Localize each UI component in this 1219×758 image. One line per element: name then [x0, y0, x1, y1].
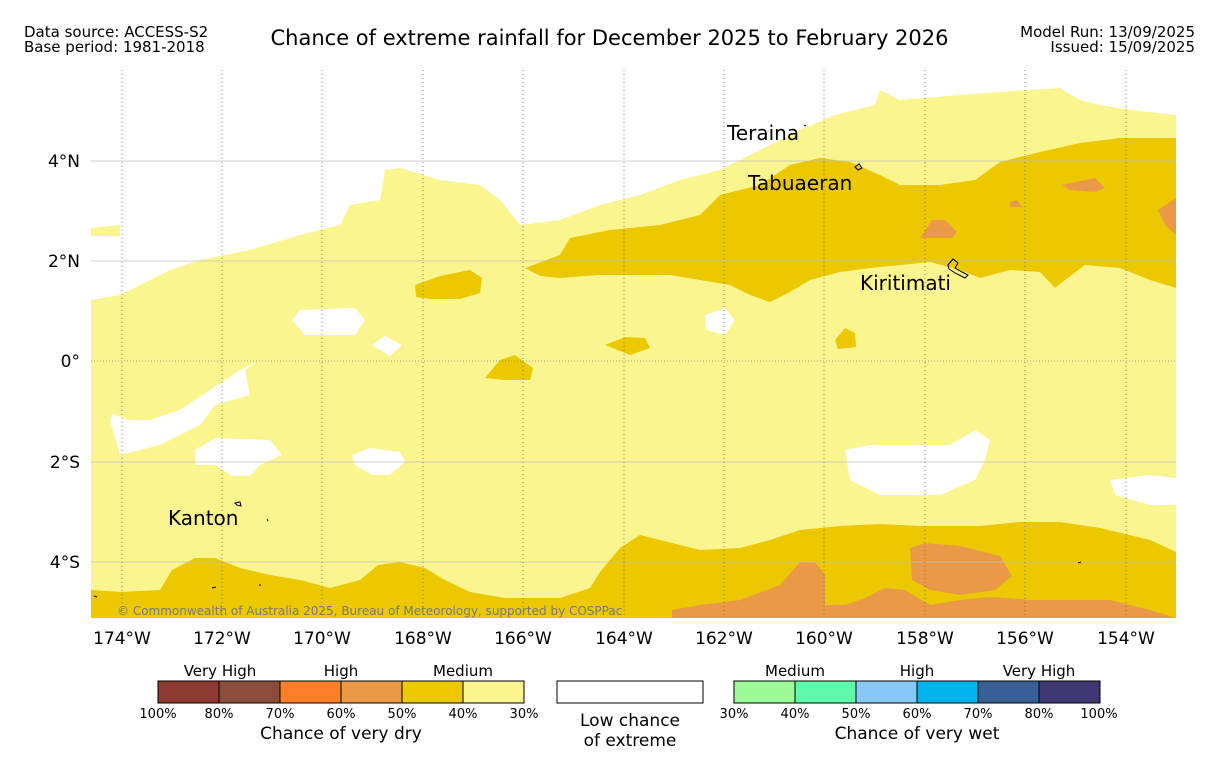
legend-low-line2: of extreme — [583, 731, 677, 751]
legend-wet-tick: 70% — [963, 707, 993, 722]
legend-dry-heading: Medium — [433, 662, 493, 680]
lon-label: 156°W — [996, 629, 1054, 649]
data-source-text: Data source: ACCESS-S2 — [24, 23, 209, 41]
legend-wet-heading: Very High — [1002, 662, 1076, 680]
legend-dry-tick: 60% — [326, 707, 356, 722]
legend-low-line1: Low chance — [580, 711, 680, 731]
lat-label: 2°S — [50, 453, 80, 473]
legend-wet-heading: Medium — [765, 662, 825, 680]
issued-text: Issued: 15/09/2025 — [1050, 38, 1195, 56]
legend-swatch — [733, 680, 796, 704]
legend-swatch — [157, 680, 220, 704]
lon-label: 158°W — [896, 629, 954, 649]
place-label-kiritimati: Kiritimati — [860, 271, 951, 295]
lat-label: 4°S — [50, 553, 80, 573]
lat-label: 4°N — [48, 152, 80, 172]
legend-swatch — [916, 680, 979, 704]
lon-label: 170°W — [293, 629, 351, 649]
meridian-lines — [121, 70, 1127, 618]
legend-swatch — [401, 680, 464, 704]
legend-swatch — [855, 680, 918, 704]
legend-wet-tick: 50% — [841, 707, 871, 722]
legend-dry-heading: Very High — [183, 662, 257, 680]
lon-label: 172°W — [193, 629, 251, 649]
model-run-text: Model Run: 13/09/2025 — [1020, 23, 1195, 41]
legend-wet-tick: 100% — [1080, 707, 1118, 722]
legend-dry-heading: High — [323, 662, 359, 680]
lat-label: 2°N — [48, 252, 80, 272]
legend-dry-colorbar — [157, 680, 525, 704]
legend-dry-tick: 70% — [265, 707, 295, 722]
high-dry-region — [672, 562, 1176, 618]
legend-wet-tick: 60% — [902, 707, 932, 722]
legend-dry-tick: 50% — [387, 707, 417, 722]
legend-swatch — [794, 680, 857, 704]
legend-wet-heading: High — [899, 662, 935, 680]
place-label-kanton: Kanton — [168, 506, 238, 530]
legend-wet-tick: 40% — [780, 707, 810, 722]
legend-swatch — [1038, 680, 1101, 704]
lat-label: 0° — [61, 352, 80, 372]
legend-wet-colorbar — [733, 680, 1101, 704]
legend-swatch — [218, 680, 281, 704]
lon-label: 166°W — [494, 629, 552, 649]
legend-wet-tick: 30% — [719, 707, 749, 722]
lon-label: 164°W — [595, 629, 653, 649]
legend-wet-caption: Chance of very wet — [834, 724, 1000, 744]
lon-label: 174°W — [93, 629, 151, 649]
lon-label: 154°W — [1097, 629, 1155, 649]
map-title: Chance of extreme rainfall for December … — [270, 26, 949, 50]
legend-swatch — [977, 680, 1040, 704]
legend-dry-tick: 100% — [139, 707, 177, 722]
legend-dry-tick: 40% — [448, 707, 478, 722]
legend-dry-tick: 80% — [204, 707, 234, 722]
lon-label: 168°W — [394, 629, 452, 649]
copyright-text: © Commonwealth of Australia 2025, Bureau… — [117, 604, 622, 618]
legend-dry-tick: 30% — [509, 707, 539, 722]
base-period-text: Base period: 1981-2018 — [24, 38, 205, 56]
latitude-labels: 4°N 2°N 0° 2°S 4°S — [48, 152, 80, 573]
legend-swatch — [462, 680, 525, 704]
legend-swatch — [340, 680, 403, 704]
legend-swatch — [279, 680, 342, 704]
legend-low-chance-box — [556, 680, 704, 704]
lon-label: 162°W — [695, 629, 753, 649]
lon-label: 160°W — [795, 629, 853, 649]
island-outlines — [93, 124, 1082, 598]
place-label-tabuaeran: Tabuaeran — [747, 171, 852, 195]
legend-dry-caption: Chance of very dry — [260, 724, 422, 744]
legend-wet-tick: 80% — [1024, 707, 1054, 722]
place-label-teraina: Teraina — [726, 121, 799, 145]
map-gridlines — [91, 160, 1176, 563]
longitude-labels: 174°W 172°W 170°W 168°W 166°W 164°W 162°… — [93, 629, 1155, 649]
